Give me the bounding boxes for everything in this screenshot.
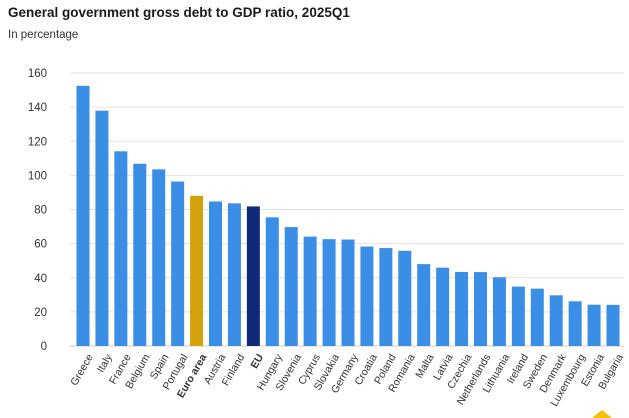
bar-hungary xyxy=(265,217,279,346)
bar-greece xyxy=(76,85,90,347)
bar-lithuania xyxy=(492,277,506,346)
bar-france xyxy=(114,151,128,346)
bar-malta xyxy=(417,264,431,346)
bar-croatia xyxy=(360,246,374,346)
bar-bulgaria xyxy=(606,304,620,346)
bar-denmark xyxy=(549,295,563,346)
bar-czechia xyxy=(455,271,469,346)
bar-germany xyxy=(341,239,355,346)
y-axis-ticks: 0 20 40 60 80 100 120 140 160 xyxy=(28,68,47,353)
bar-slovakia xyxy=(322,239,336,346)
chart-title: General government gross debt to GDP rat… xyxy=(8,5,350,20)
bar-euro-area xyxy=(190,195,204,346)
bar-netherlands xyxy=(474,272,487,346)
x-tick-label: EU xyxy=(249,352,267,371)
y-tick-label: 20 xyxy=(34,307,47,319)
bar-belgium xyxy=(133,163,147,346)
bar-slovenia xyxy=(284,227,298,346)
bar-romania xyxy=(398,250,412,346)
bar-italy xyxy=(95,110,109,347)
y-tick-label: 120 xyxy=(28,136,47,148)
y-tick-label: 0 xyxy=(41,341,47,353)
bar-portugal xyxy=(171,181,185,346)
bars xyxy=(76,85,620,347)
y-tick-label: 60 xyxy=(34,239,47,251)
y-tick-label: 100 xyxy=(28,170,47,182)
bar-spain xyxy=(152,169,166,346)
logo-icon xyxy=(592,410,612,418)
bar-luxembourg xyxy=(568,301,582,346)
y-tick-label: 40 xyxy=(34,273,47,285)
bar-estonia xyxy=(587,304,601,346)
bar-finland xyxy=(227,203,241,346)
chart-subtitle: In percentage xyxy=(8,29,79,41)
bar-ireland xyxy=(511,286,525,346)
bar-eu xyxy=(246,206,260,346)
y-tick-label: 140 xyxy=(28,102,47,114)
x-axis-labels: GreeceItalyFranceBelgiumSpainPortugalEur… xyxy=(68,351,626,408)
y-tick-label: 160 xyxy=(28,68,47,80)
x-tick-label: Greece xyxy=(68,352,96,388)
bar-poland xyxy=(379,248,393,346)
y-tick-label: 80 xyxy=(34,205,47,217)
bar-cyprus xyxy=(303,236,317,346)
bar-sweden xyxy=(530,288,544,346)
bar-latvia xyxy=(436,267,450,346)
bar-austria xyxy=(209,201,222,346)
